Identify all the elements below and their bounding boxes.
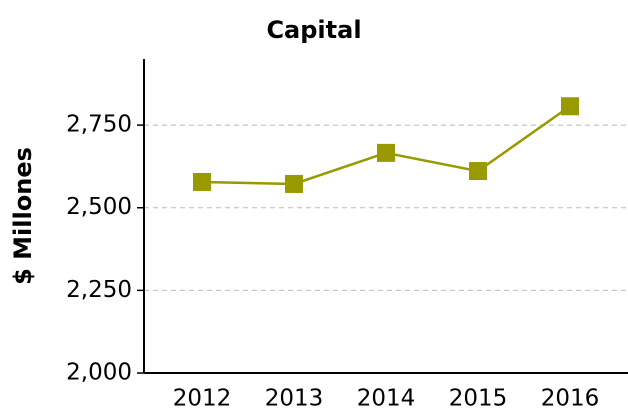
x-tick-label: 2015 [449, 386, 508, 412]
marker [377, 143, 395, 162]
x-tick-label: 2016 [541, 386, 600, 412]
chart-title: Capital [266, 16, 361, 44]
y-tick-label: 2,250 [66, 277, 132, 303]
y-tick-label: 2,500 [66, 194, 132, 220]
marker [561, 97, 579, 116]
marker [193, 172, 211, 191]
y-tick-label: 2,000 [66, 360, 132, 386]
marker [285, 174, 303, 193]
x-tick-label: 2012 [173, 386, 232, 412]
x-tick-label: 2013 [265, 386, 324, 412]
x-tick-label: 2014 [357, 386, 416, 412]
y-axis-label: $ Millones [9, 147, 37, 285]
y-tick-label: 2,750 [66, 112, 132, 138]
marker [469, 162, 487, 181]
